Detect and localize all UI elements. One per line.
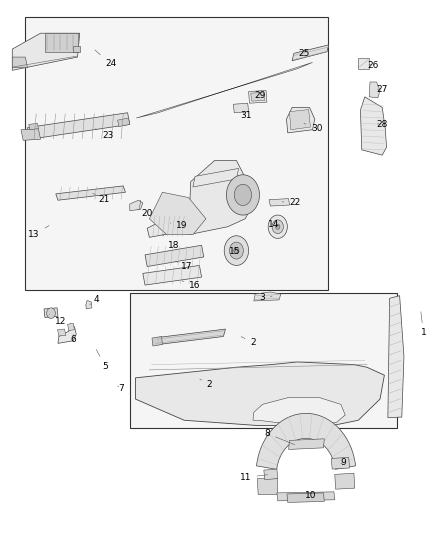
- Polygon shape: [264, 469, 278, 480]
- Polygon shape: [257, 479, 278, 495]
- Polygon shape: [188, 160, 254, 235]
- Polygon shape: [145, 245, 204, 266]
- Polygon shape: [117, 118, 130, 126]
- Text: 24: 24: [95, 50, 116, 68]
- Text: 12: 12: [49, 314, 66, 326]
- Polygon shape: [130, 293, 397, 428]
- Polygon shape: [152, 336, 162, 346]
- Polygon shape: [12, 57, 28, 68]
- Text: 4: 4: [90, 295, 99, 305]
- Polygon shape: [25, 17, 328, 290]
- Text: 10: 10: [305, 491, 317, 500]
- Text: 11: 11: [240, 473, 268, 482]
- Text: 22: 22: [282, 198, 301, 207]
- Polygon shape: [269, 199, 290, 206]
- Circle shape: [47, 308, 55, 318]
- Text: 5: 5: [96, 350, 108, 370]
- Text: 25: 25: [298, 49, 310, 58]
- Circle shape: [272, 220, 283, 233]
- Polygon shape: [254, 292, 281, 301]
- Wedge shape: [257, 414, 356, 470]
- Polygon shape: [369, 82, 380, 98]
- Polygon shape: [45, 33, 78, 52]
- Polygon shape: [143, 265, 201, 285]
- Polygon shape: [136, 62, 313, 118]
- Text: 20: 20: [137, 209, 153, 218]
- Text: 29: 29: [254, 91, 266, 100]
- Circle shape: [234, 184, 252, 206]
- Polygon shape: [358, 58, 369, 69]
- Text: 8: 8: [264, 429, 295, 445]
- Polygon shape: [335, 473, 355, 489]
- Circle shape: [276, 224, 280, 229]
- Polygon shape: [155, 329, 226, 345]
- Polygon shape: [12, 33, 80, 70]
- Polygon shape: [149, 192, 206, 235]
- Text: 14: 14: [268, 220, 279, 229]
- Polygon shape: [292, 45, 328, 61]
- Circle shape: [268, 215, 287, 238]
- Text: 27: 27: [377, 85, 388, 94]
- Polygon shape: [249, 91, 267, 103]
- Polygon shape: [56, 186, 125, 200]
- Text: 18: 18: [162, 235, 179, 250]
- Text: 9: 9: [340, 458, 346, 467]
- Polygon shape: [331, 457, 350, 469]
- Text: 28: 28: [377, 120, 388, 129]
- Polygon shape: [28, 113, 130, 139]
- Polygon shape: [166, 219, 175, 225]
- Polygon shape: [147, 214, 188, 237]
- Circle shape: [234, 247, 239, 254]
- Polygon shape: [253, 398, 345, 425]
- Polygon shape: [360, 97, 387, 155]
- Text: 31: 31: [240, 111, 251, 120]
- Polygon shape: [44, 308, 58, 317]
- Text: 15: 15: [229, 247, 240, 256]
- Text: 7: 7: [118, 384, 124, 393]
- Polygon shape: [277, 492, 335, 501]
- Polygon shape: [251, 93, 265, 101]
- Polygon shape: [289, 439, 324, 449]
- Polygon shape: [130, 200, 143, 211]
- Text: 1: 1: [420, 312, 426, 337]
- Text: 3: 3: [259, 293, 272, 302]
- Polygon shape: [73, 46, 80, 52]
- Text: 16: 16: [182, 281, 201, 290]
- Text: 13: 13: [28, 225, 49, 239]
- Polygon shape: [193, 168, 239, 187]
- Polygon shape: [29, 123, 39, 130]
- Polygon shape: [21, 128, 41, 140]
- Polygon shape: [388, 296, 404, 418]
- Text: 21: 21: [93, 193, 110, 204]
- Polygon shape: [86, 301, 92, 309]
- Polygon shape: [290, 110, 311, 130]
- Circle shape: [224, 236, 249, 265]
- Polygon shape: [135, 362, 385, 425]
- Text: 17: 17: [176, 261, 192, 271]
- Text: 26: 26: [368, 61, 379, 69]
- Text: 23: 23: [95, 129, 114, 140]
- Circle shape: [226, 175, 259, 215]
- Text: 2: 2: [200, 379, 212, 389]
- Text: 30: 30: [304, 123, 323, 133]
- Polygon shape: [67, 323, 74, 330]
- Polygon shape: [57, 329, 66, 336]
- Polygon shape: [286, 108, 315, 133]
- Circle shape: [230, 242, 244, 259]
- Text: 2: 2: [241, 337, 256, 347]
- Polygon shape: [233, 103, 249, 113]
- Text: 6: 6: [70, 334, 76, 344]
- Text: 19: 19: [170, 221, 188, 230]
- Polygon shape: [58, 324, 76, 343]
- Polygon shape: [287, 493, 324, 503]
